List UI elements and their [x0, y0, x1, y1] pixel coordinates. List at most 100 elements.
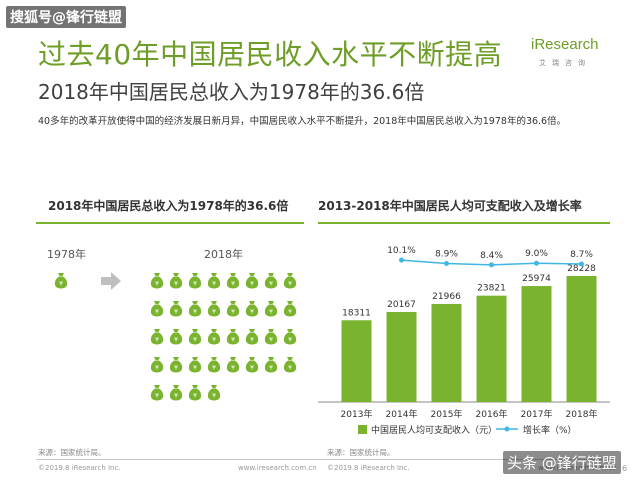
growth-rate-label: 10.1% — [387, 246, 416, 256]
growth-rate-label: 8.9% — [435, 249, 458, 259]
money-bag-icon: ¥ — [264, 356, 278, 373]
money-bag-icon: ¥ — [283, 300, 297, 317]
money-bag-icon: ¥ — [207, 272, 221, 289]
bar-value-label: 20167 — [387, 300, 416, 310]
bar-3 — [476, 295, 507, 402]
arrow-right-icon — [101, 271, 121, 291]
x-tick-label: 2018年 — [566, 408, 598, 420]
bar-5 — [566, 276, 597, 402]
iresearch-logo: iResearch 艾瑞咨询 — [531, 36, 611, 70]
svg-text:¥: ¥ — [155, 309, 159, 316]
svg-text:¥: ¥ — [155, 393, 159, 400]
year-1978-label: 1978年 — [47, 248, 86, 261]
money-bag-grid-2018: ¥ ¥ ¥ ¥ ¥ ¥ ¥ ¥ ¥ ¥ ¥ ¥ ¥ ¥ ¥ ¥ ¥ ¥ ¥ ¥ ¥ ¥ ¥ ¥ ¥ ¥ ¥ ¥ ¥ ¥ ¥ ¥ ¥ ¥ ¥ ¥ — [150, 272, 300, 412]
svg-text:¥: ¥ — [212, 393, 216, 400]
watermark-bottom: 头条 @锋行链盟 — [503, 451, 621, 474]
page-subtitle: 2018年中国居民总收入为1978年的36.6倍 — [38, 80, 425, 104]
logo-word: iResearch — [531, 36, 599, 53]
money-bag-icon: ¥ — [245, 356, 259, 373]
left-source: 来源：国家统计局。 — [38, 448, 106, 457]
svg-text:¥: ¥ — [269, 365, 273, 372]
page-title: 过去40年中国居民收入水平不断提高 — [38, 38, 503, 71]
svg-text:¥: ¥ — [269, 281, 273, 288]
money-bag-icon: ¥ — [264, 300, 278, 317]
svg-text:¥: ¥ — [250, 337, 254, 344]
x-tick-label: 2017年 — [521, 408, 553, 420]
bar-1 — [386, 311, 417, 402]
money-bag-icon: ¥ — [169, 272, 183, 289]
left-panel-title: 2018年中国居民总收入为1978年的36.6倍 — [48, 199, 289, 213]
svg-text:¥: ¥ — [231, 309, 235, 316]
money-bag-icon: ¥ — [150, 328, 164, 345]
svg-text:¥: ¥ — [250, 309, 254, 316]
left-panel-rule — [36, 222, 304, 224]
svg-text:¥: ¥ — [155, 337, 159, 344]
svg-text:¥: ¥ — [288, 365, 292, 372]
money-bag-icon: ¥ — [207, 300, 221, 317]
money-bag-icon: ¥ — [245, 328, 259, 345]
svg-text:¥: ¥ — [193, 337, 197, 344]
right-panel-title: 2013-2018年中国居民人均可支配收入及增长率 — [318, 199, 582, 213]
footer-left-url: www.iresearch.com.cn — [238, 464, 317, 472]
money-bag-icon: ¥ — [188, 328, 202, 345]
page-number: 6 — [622, 464, 628, 473]
growth-rate-point — [534, 260, 539, 266]
money-bag-icon: ¥ — [283, 272, 297, 289]
svg-text:¥: ¥ — [174, 337, 178, 344]
x-tick-label: 2016年 — [476, 408, 508, 420]
money-bag-icon: ¥ — [150, 272, 164, 289]
growth-rate-point — [579, 261, 584, 267]
svg-text:¥: ¥ — [212, 281, 216, 288]
money-bag-icon: ¥ — [188, 300, 202, 317]
income-chart: 18311 2013年 20167 2014年 21966 2015年 23821 2016年… — [318, 246, 610, 436]
svg-text:¥: ¥ — [288, 281, 292, 288]
right-source: 来源：国家统计局。 — [327, 448, 395, 457]
x-tick-label: 2015年 — [431, 408, 463, 420]
svg-text:¥: ¥ — [212, 309, 216, 316]
right-panel-rule — [318, 222, 610, 224]
bar-value-label: 25974 — [522, 274, 551, 284]
svg-text:¥: ¥ — [174, 393, 178, 400]
svg-text:¥: ¥ — [193, 365, 197, 372]
footer-rule — [36, 459, 616, 460]
svg-text:¥: ¥ — [174, 281, 178, 288]
legend-line-label: 增长率（%） — [523, 424, 577, 436]
svg-text:¥: ¥ — [174, 309, 178, 316]
money-bag-icon: ¥ — [207, 356, 221, 373]
money-bag-icon: ¥ — [169, 300, 183, 317]
svg-text:¥: ¥ — [155, 365, 159, 372]
year-2018-label: 2018年 — [204, 248, 243, 261]
money-bag-icon: ¥ — [283, 328, 297, 345]
bar-0 — [341, 320, 372, 402]
money-bag-icon: ¥ — [150, 300, 164, 317]
money-bag-icon: ¥ — [207, 328, 221, 345]
growth-rate-label: 8.4% — [480, 251, 503, 261]
growth-rate-point — [444, 260, 449, 266]
money-bag-icon: ¥ — [245, 300, 259, 317]
svg-text:¥: ¥ — [269, 309, 273, 316]
money-bag-1978: ¥ — [54, 272, 70, 292]
svg-text:¥: ¥ — [250, 365, 254, 372]
svg-text:¥: ¥ — [231, 365, 235, 372]
legend-bar-label: 中国居民人均可支配收入（元） — [371, 424, 497, 436]
growth-rate-point — [489, 262, 494, 268]
bar-value-label: 18311 — [342, 308, 371, 318]
bar-4 — [521, 286, 552, 402]
money-bag-icon: ¥ — [207, 384, 221, 401]
svg-text:¥: ¥ — [193, 309, 197, 316]
money-bag-icon: ¥ — [188, 272, 202, 289]
svg-text:¥: ¥ — [193, 281, 197, 288]
svg-text:¥: ¥ — [193, 393, 197, 400]
money-bag-icon: ¥ — [226, 356, 240, 373]
svg-text:¥: ¥ — [288, 309, 292, 316]
money-bag-icon: ¥ — [188, 384, 202, 401]
growth-rate-point — [399, 257, 404, 263]
description-text: 40多年的改革开放使得中国的经济发展日新月异，中国居民收入水平不断提升，2018… — [38, 116, 567, 127]
money-bag-icon: ¥ — [54, 272, 68, 289]
svg-text:¥: ¥ — [250, 281, 254, 288]
legend-bar-swatch — [358, 425, 367, 434]
svg-text:¥: ¥ — [231, 337, 235, 344]
bar-2 — [431, 303, 462, 402]
growth-rate-label: 8.7% — [570, 250, 593, 260]
svg-text:¥: ¥ — [212, 337, 216, 344]
